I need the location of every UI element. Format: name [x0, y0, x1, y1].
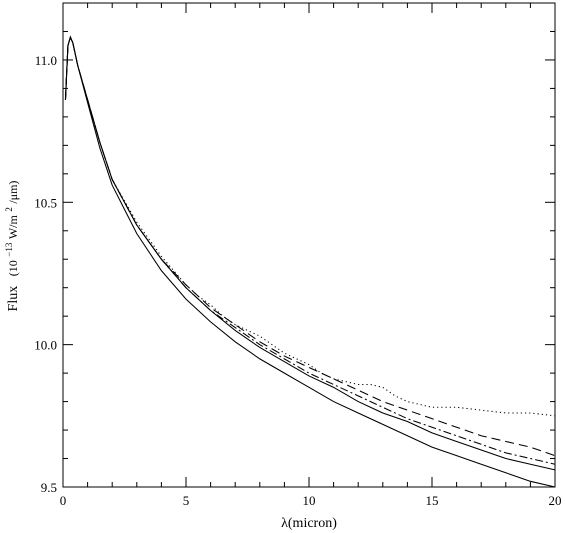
tick-labels: 0 5 10 15 20 9.5 10.0 10.5 11.0 — [34, 53, 561, 508]
x-tick-label: 5 — [183, 493, 190, 508]
y-tick-label: 10.0 — [34, 338, 57, 353]
plot-area-border — [62, 2, 556, 488]
y-axis-units-exp1: −13 — [4, 242, 14, 257]
y-axis-title-main: Flux — [6, 286, 21, 312]
series-group — [64, 35, 556, 488]
y-axis-units-mid: W/m — [6, 215, 20, 240]
x-tick-label: 15 — [426, 493, 439, 508]
x-tick-label: 10 — [303, 493, 316, 508]
series-line-3-dash-dot — [64, 35, 556, 465]
y-axis-units-prefix: (10 — [6, 260, 20, 276]
y-tick-label: 9.5 — [41, 480, 57, 495]
x-tick-label: 20 — [549, 493, 562, 508]
y-tick-label: 10.5 — [34, 195, 57, 210]
plot-frame — [62, 2, 556, 488]
y-axis-units-suffix: /μm) — [6, 181, 20, 204]
series-line-4-dashed — [64, 35, 556, 457]
y-tick-label: 11.0 — [35, 53, 57, 68]
series-line-5-dotted — [64, 35, 556, 417]
series-line-2-solid — [64, 35, 556, 471]
x-tick-label: 0 — [60, 493, 67, 508]
series-line-1-solid — [64, 35, 556, 488]
y-axis-title: Flux (10 −13 W/m 2 /μm) — [1, 181, 21, 312]
axis-ticks — [62, 2, 556, 488]
x-axis-title: λ(micron) — [281, 516, 337, 531]
y-axis-units-exp2: 2 — [4, 207, 14, 212]
